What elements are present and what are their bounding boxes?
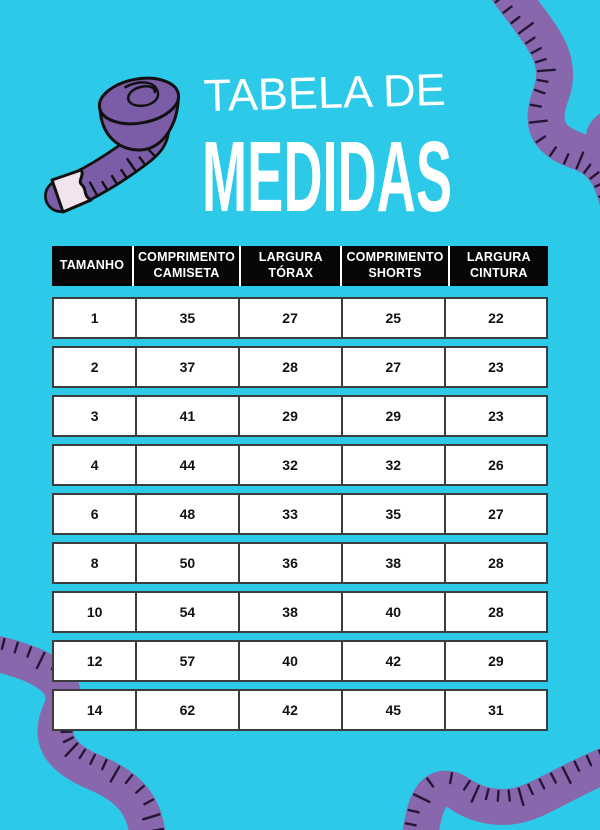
measurement-cell: 29	[237, 397, 341, 435]
measurement-cell: 62	[135, 691, 237, 729]
title-main: MEDIDAS	[202, 121, 452, 223]
tape-tick-marks	[494, 0, 600, 198]
measurement-cell: 28	[237, 348, 341, 386]
measurement-cell: 40	[237, 642, 341, 680]
column-header: COMPRIMENTO CAMISETA	[131, 246, 240, 286]
size-cell: 1	[90, 310, 99, 326]
table-row: 14 62 42 45 31	[52, 689, 548, 731]
column-header: TAMANHO	[52, 246, 132, 286]
title-subline: TABELA DE	[203, 64, 446, 121]
tape-ribbon-bottom-right	[402, 748, 600, 830]
measurement-cell: 27	[237, 299, 341, 337]
measurement-cell: 27	[443, 495, 546, 533]
roll-spiral	[124, 81, 160, 108]
measurement-cell: 32	[340, 446, 444, 484]
measurement-cell: 33	[237, 495, 341, 533]
measurement-cell: 29	[443, 642, 546, 680]
measurement-cell: 26	[443, 446, 546, 484]
measurement-cell: 45	[340, 691, 444, 729]
table-row: 12 57 40 42 29	[52, 640, 548, 682]
measurement-cell: 28	[443, 593, 546, 631]
measurement-cell: 27	[340, 348, 444, 386]
measurement-cell: 28	[443, 544, 546, 582]
measurement-cell: 36	[237, 544, 341, 582]
measurement-cell: 40	[340, 593, 444, 631]
measuring-tape-roll-icon	[44, 76, 181, 214]
size-cell: 2	[90, 359, 99, 375]
page-title: TABELA DE MEDIDAS	[202, 64, 452, 223]
table-header-row: TAMANHO COMPRIMENTO CAMISETA LARGURA TÓRAX…	[52, 246, 548, 286]
measurement-cell: 57	[135, 642, 237, 680]
measurement-cell: 23	[443, 397, 546, 435]
measurement-cell: 38	[237, 593, 341, 631]
tape-tip	[50, 168, 93, 214]
measurement-cell: 44	[135, 446, 237, 484]
column-header: COMPRIMENTO SHORTS	[340, 246, 448, 286]
measurement-cell: 42	[340, 642, 444, 680]
table-body: 1 35 27 25 22 2 37 28 27 23 3 41 29 29 23 4 44 32 32 26 6 48 3…	[52, 297, 548, 731]
table-row: 10 54 38 40 28	[52, 591, 548, 633]
tape-roll	[97, 76, 181, 152]
measurement-cell: 32	[237, 446, 341, 484]
measurement-cell: 54	[135, 593, 237, 631]
measurement-cell: 31	[443, 691, 546, 729]
size-table: TAMANHO COMPRIMENTO CAMISETA LARGURA TÓRAX…	[52, 246, 548, 731]
measurement-cell: 35	[340, 495, 444, 533]
table-row: 4 44 32 32 26	[52, 444, 548, 486]
table-row: 2 37 28 27 23	[52, 346, 548, 388]
size-cell: 4	[90, 457, 99, 473]
measurement-cell: 25	[340, 299, 444, 337]
measurement-cell: 48	[135, 495, 237, 533]
size-cell: 3	[90, 408, 99, 424]
measurement-cell: 29	[340, 397, 444, 435]
size-cell: 12	[86, 653, 103, 669]
measurement-cell: 41	[135, 397, 237, 435]
measurement-cell: 37	[135, 348, 237, 386]
measurement-cell: 50	[135, 544, 237, 582]
tape-ribbon-top-right	[491, 0, 600, 206]
table-row: 6 48 33 35 27	[52, 493, 548, 535]
column-header: LARGURA CINTURA	[447, 246, 548, 286]
table-row: 3 41 29 29 23	[52, 395, 548, 437]
size-cell: 14	[86, 702, 103, 718]
table-row: 1 35 27 25 22	[52, 297, 548, 339]
measurement-cell: 23	[443, 348, 546, 386]
column-header: LARGURA TÓRAX	[239, 246, 341, 286]
measurement-cell: 42	[237, 691, 341, 729]
size-cell: 8	[90, 555, 99, 571]
size-cell: 6	[90, 506, 99, 522]
size-cell: 10	[86, 604, 103, 620]
table-row: 8 50 36 38 28	[52, 542, 548, 584]
measurement-cell: 38	[340, 544, 444, 582]
tape-tick-marks	[88, 148, 156, 196]
measurement-cell: 35	[135, 299, 237, 337]
measurement-cell: 22	[443, 299, 546, 337]
tape-tick-marks	[404, 749, 600, 827]
